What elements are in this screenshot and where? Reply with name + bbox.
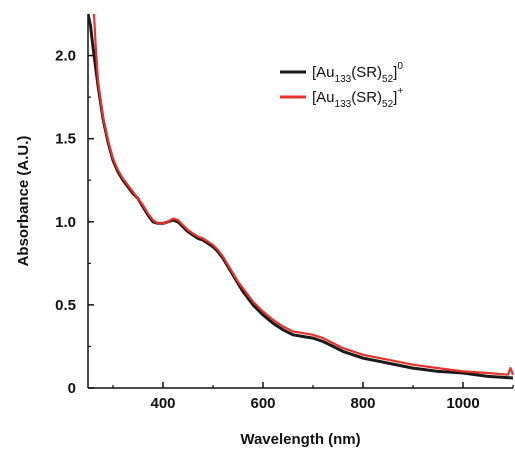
legend-text-part: [Au	[312, 64, 335, 81]
y-tick-label: 2.0	[55, 48, 76, 65]
legend-label-1: [Au133(SR)52]+	[312, 86, 403, 110]
legend-text-part: (SR)	[351, 89, 382, 106]
series-layer	[88, 13, 515, 380]
x-tick-label: 1000	[446, 395, 479, 412]
x-tick-label: 400	[150, 395, 175, 412]
y-axis-title: Absorbance (A.U.)	[15, 136, 32, 267]
legend-text-part: 52	[382, 74, 394, 85]
y-tick-label: 0	[68, 380, 76, 397]
legend-text-part: 52	[382, 99, 394, 110]
x-axis-title: Wavelength (nm)	[240, 431, 360, 448]
legend-text-part: 0	[397, 61, 403, 72]
plot-frame	[87, 14, 513, 389]
y-axis-ticks: 0 0.5 1.0 1.5 2.0	[55, 48, 94, 397]
y-tick-label: 1.0	[55, 214, 76, 231]
x-tick-label: 800	[350, 395, 375, 412]
legend-text-part: ]	[393, 89, 397, 106]
x-axis-ticks: 400 600 800 1000	[112, 382, 514, 412]
legend-text-part: ]	[393, 64, 397, 81]
series-line-1	[92, 13, 515, 376]
legend-text-part: (SR)	[351, 64, 382, 81]
legend-text-part: 133	[335, 99, 352, 110]
legend-text-part: [Au	[312, 89, 335, 106]
y-tick-label: 1.5	[55, 131, 76, 148]
series-line-0	[88, 13, 514, 380]
legend-text-part: +	[397, 86, 403, 97]
y-tick-label: 0.5	[55, 297, 76, 314]
legend-text-part: 133	[335, 74, 352, 85]
legend-label-0: [Au133(SR)52]0	[312, 61, 403, 85]
x-tick-label: 600	[250, 395, 275, 412]
legend: [Au133(SR)52]0[Au133(SR)52]+	[280, 61, 403, 110]
